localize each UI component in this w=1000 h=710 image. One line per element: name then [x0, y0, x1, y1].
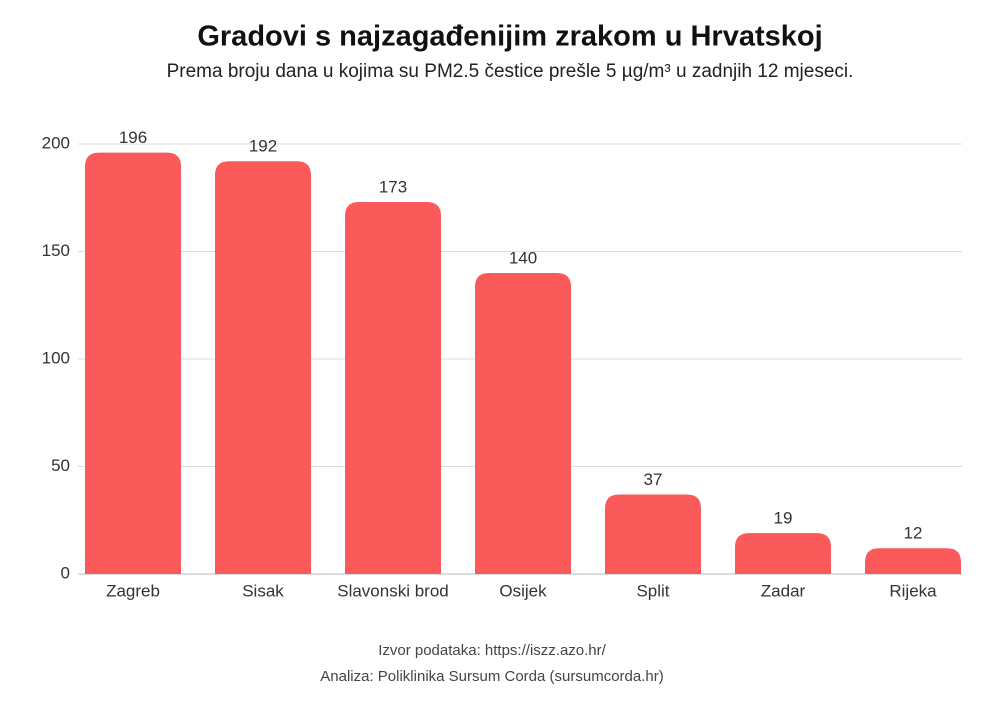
y-tick-label: 200 [42, 133, 70, 152]
x-tick-label: Rijeka [889, 581, 937, 600]
y-tick-label: 100 [42, 348, 70, 367]
x-tick-label: Zadar [761, 581, 806, 600]
value-label: 37 [644, 470, 663, 489]
value-label: 192 [249, 137, 277, 156]
chart-title: Gradovi s najzagađenijim zrakom u Hrvats… [197, 21, 822, 53]
footnote: Izvor podataka: https://iszz.azo.hr/ [378, 642, 606, 659]
x-tick-label: Osijek [499, 581, 547, 600]
bar [735, 533, 831, 574]
bar [865, 548, 961, 574]
value-label: 140 [509, 248, 537, 267]
value-label: 19 [774, 509, 793, 528]
bar [345, 202, 441, 575]
bar [475, 273, 571, 574]
x-tick-label: Zagreb [106, 581, 160, 600]
y-tick-label: 0 [61, 563, 70, 582]
y-tick-label: 50 [51, 456, 70, 475]
x-tick-label: Sisak [242, 581, 284, 600]
chart-subtitle: Prema broju dana u kojima su PM2.5 česti… [167, 61, 854, 82]
bar [215, 161, 311, 574]
value-label: 12 [904, 524, 923, 543]
footnote: Analiza: Poliklinika Sursum Corda (sursu… [320, 668, 663, 685]
y-tick-label: 150 [42, 241, 70, 260]
bar [85, 152, 181, 574]
value-label: 173 [379, 178, 407, 197]
value-label: 196 [119, 128, 147, 147]
bar [605, 494, 701, 574]
x-tick-label: Slavonski brod [337, 581, 449, 600]
x-tick-label: Split [636, 581, 669, 600]
